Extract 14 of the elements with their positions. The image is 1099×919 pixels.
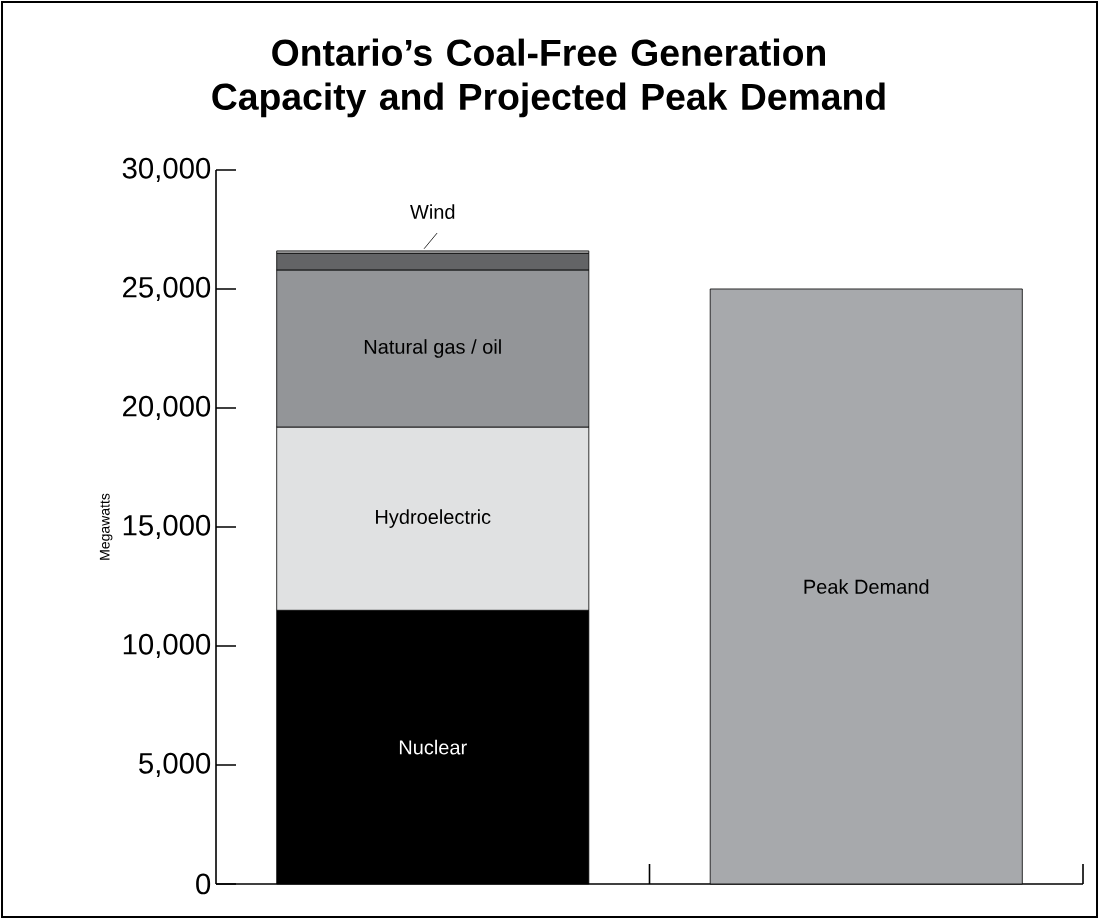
y-tick-label: 10,000 bbox=[123, 633, 211, 659]
y-axis-title: Megawatts bbox=[99, 493, 113, 560]
y-tick-label: 30,000 bbox=[122, 157, 211, 183]
series-label: Nuclear bbox=[399, 739, 467, 755]
y-tick-label: 0 bbox=[196, 873, 211, 895]
y-tick-label: 20,000 bbox=[123, 395, 211, 421]
y-tick-label: 25,000 bbox=[123, 276, 211, 302]
chart-title: Ontario’s Coal-Free Generation Capacity and Projected Peak Demand bbox=[212, 38, 885, 118]
series-label: Wind bbox=[410, 204, 455, 219]
series-label: Hydroelectric bbox=[376, 509, 491, 528]
y-tick-label: 15,000 bbox=[123, 514, 211, 540]
series-label: Natural gas / oil bbox=[364, 339, 501, 358]
y-tick-label: 5,000 bbox=[139, 752, 211, 778]
series-label: Peak Demand bbox=[804, 579, 929, 594]
